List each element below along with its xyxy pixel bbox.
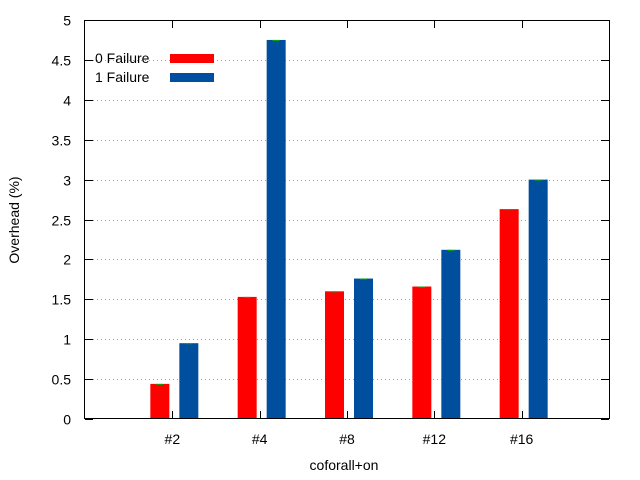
legend-swatch — [170, 73, 214, 82]
bar-one-failure — [528, 179, 548, 419]
y-tick-label: 2.5 — [52, 213, 72, 229]
legend-swatch — [170, 54, 214, 63]
y-tick-label: 4 — [63, 93, 71, 109]
y-tick-label: 0.5 — [52, 372, 72, 388]
y-tick-label: 2 — [63, 252, 71, 268]
bar-one-failure — [179, 343, 199, 419]
bar-one-failure — [354, 278, 373, 419]
x-tick-label: #2 — [165, 431, 181, 447]
bar-zero-failure — [237, 296, 257, 419]
bar-zero-failure — [499, 209, 519, 419]
legend: 0 Failure 1 Failure — [95, 50, 214, 85]
bar-one-failure — [441, 249, 461, 419]
x-axis-ticks: #2 #4 #8 #12 #16 — [165, 20, 534, 447]
bar-one-failure — [266, 39, 286, 419]
grid-lines — [85, 60, 609, 380]
x-axis-label: coforall+on — [310, 457, 379, 473]
bar-zero-failure — [412, 286, 432, 419]
x-tick-label: #16 — [510, 431, 534, 447]
bars — [150, 39, 548, 419]
y-tick-label: 3 — [63, 173, 71, 189]
y-tick-label: 0 — [63, 412, 71, 428]
legend-label: 1 Failure — [95, 69, 150, 85]
y-tick-label: 5 — [63, 13, 71, 29]
y-axis-ticks: 0 0.5 1 1.5 2 2.5 3 3.5 4 4.5 5 — [52, 13, 609, 428]
legend-label: 0 Failure — [95, 50, 150, 66]
x-tick-label: #12 — [423, 431, 447, 447]
y-tick-label: 1 — [63, 332, 71, 348]
bar-zero-failure — [325, 291, 344, 419]
x-tick-label: #8 — [339, 431, 355, 447]
y-tick-label: 1.5 — [52, 292, 72, 308]
plot-frame — [84, 20, 610, 419]
y-tick-label: 4.5 — [52, 53, 72, 69]
y-axis-label: Overhead (%) — [6, 176, 22, 263]
bar-zero-failure — [150, 383, 170, 419]
y-tick-label: 3.5 — [52, 133, 72, 149]
x-tick-label: #4 — [252, 431, 268, 447]
